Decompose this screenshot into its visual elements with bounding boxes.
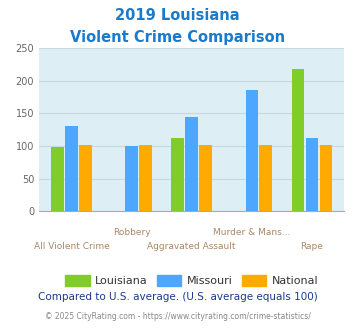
Bar [51, 147, 64, 211]
Text: Aggravated Assault: Aggravated Assault [147, 242, 236, 251]
Text: Violent Crime Comparison: Violent Crime Comparison [70, 30, 285, 45]
Bar [185, 117, 198, 211]
Bar [65, 126, 78, 211]
Bar [260, 145, 272, 211]
Bar [200, 145, 212, 211]
Bar [306, 138, 318, 211]
Text: Robbery: Robbery [113, 228, 151, 237]
Bar [320, 145, 332, 211]
Bar [79, 145, 92, 211]
Legend: Louisiana, Missouri, National: Louisiana, Missouri, National [61, 271, 323, 291]
Text: Rape: Rape [300, 242, 323, 251]
Text: All Violent Crime: All Violent Crime [34, 242, 109, 251]
Bar [246, 90, 258, 211]
Bar [125, 146, 138, 211]
Bar [171, 138, 184, 211]
Text: Murder & Mans...: Murder & Mans... [213, 228, 290, 237]
Bar [292, 69, 304, 211]
Text: © 2025 CityRating.com - https://www.cityrating.com/crime-statistics/: © 2025 CityRating.com - https://www.city… [45, 312, 310, 321]
Text: 2019 Louisiana: 2019 Louisiana [115, 8, 240, 23]
Text: Compared to U.S. average. (U.S. average equals 100): Compared to U.S. average. (U.S. average … [38, 292, 317, 302]
Bar [139, 145, 152, 211]
